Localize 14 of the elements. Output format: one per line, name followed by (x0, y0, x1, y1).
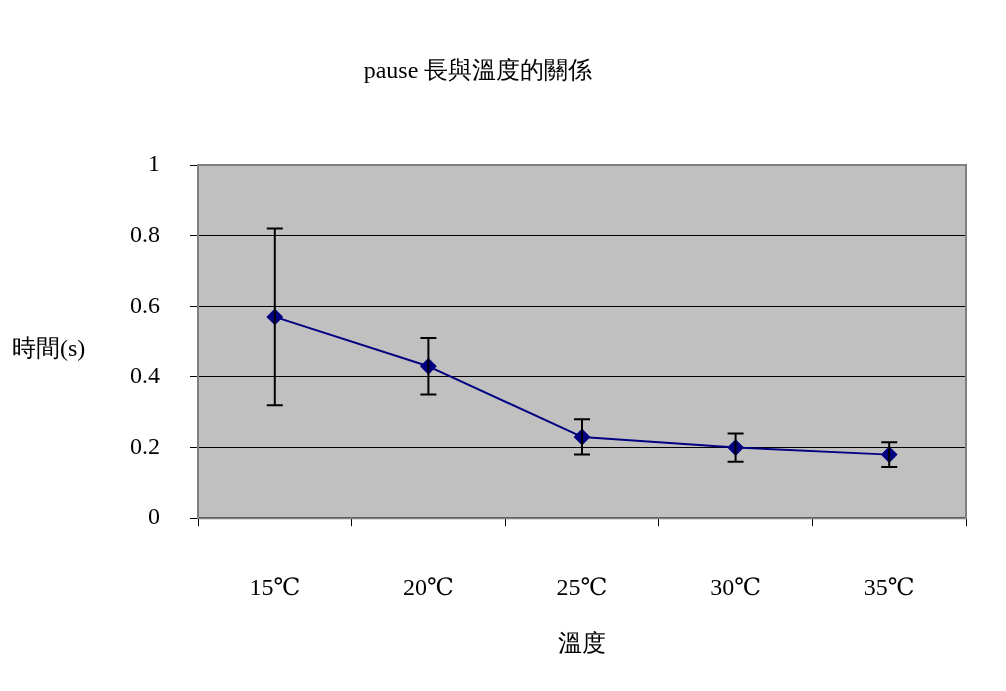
y-tick-label: 0.8 (130, 220, 160, 247)
y-tick-label: 0 (148, 503, 160, 530)
x-tick-label: 30℃ (710, 573, 762, 600)
x-tick-label: 35℃ (863, 573, 915, 600)
x-axis-title: 溫度 (558, 630, 606, 657)
x-tick-label: 20℃ (402, 573, 454, 600)
x-tick-label: 15℃ (249, 573, 301, 600)
chart-title: pause 長與溫度的關係 (363, 57, 593, 84)
y-tick-label: 0.4 (130, 362, 160, 389)
y-tick-label: 0.6 (130, 291, 160, 318)
y-tick-label: 0.2 (130, 432, 160, 459)
x-tick-label: 25℃ (556, 573, 608, 600)
y-tick-label: 1 (148, 150, 160, 177)
y-axis-title: 時間(s) (12, 335, 86, 362)
